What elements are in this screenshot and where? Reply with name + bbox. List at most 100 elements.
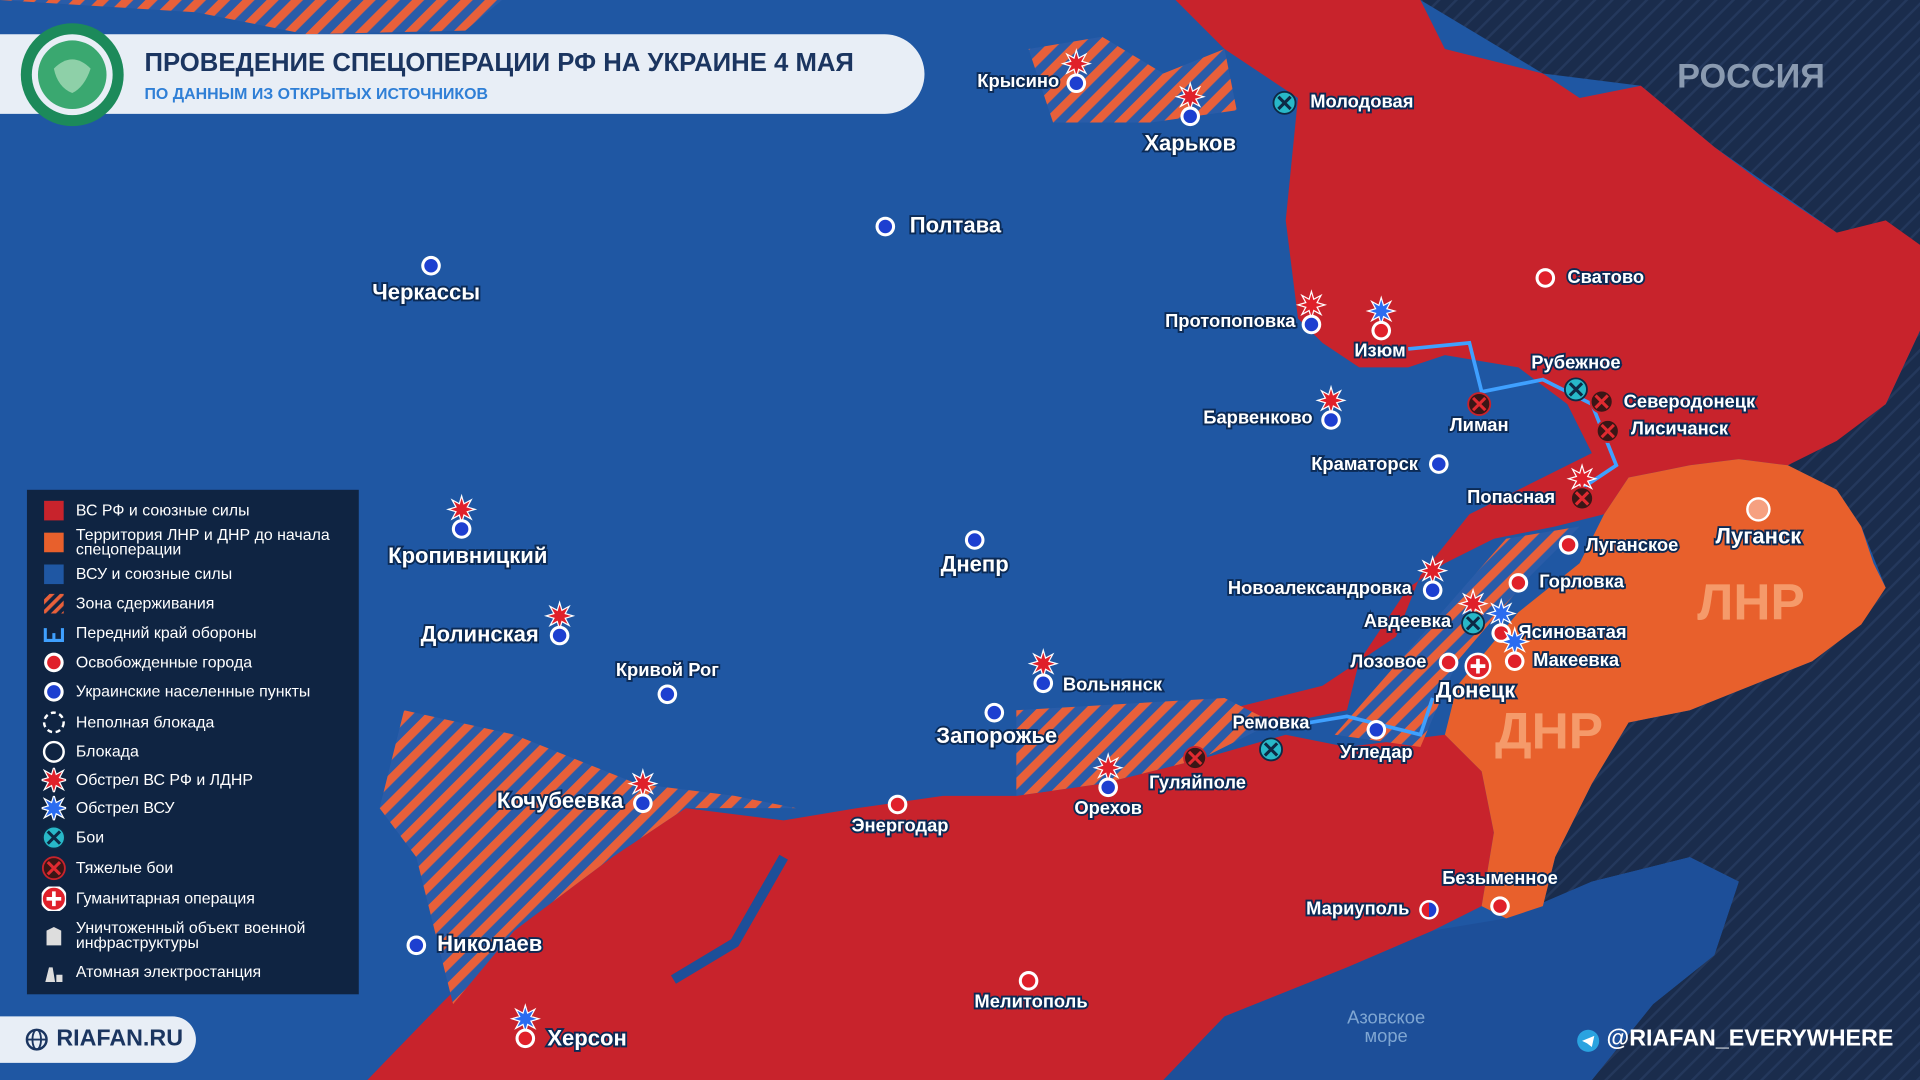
legend-item: ВС РФ и союзные силы — [42, 498, 354, 522]
city: Кропивницкий — [386, 493, 549, 570]
city-label: Черкассы — [372, 280, 480, 305]
city: Новоалександровка — [1226, 554, 1449, 601]
city: Попасная — [1465, 463, 1598, 511]
city: Безыменное — [1440, 865, 1560, 916]
city: Кривой Рог — [614, 657, 721, 705]
legend-icon — [44, 682, 64, 702]
city-label: Николаев — [437, 931, 542, 956]
city: Орехов — [1072, 752, 1144, 820]
region-label: ДНР — [1495, 701, 1603, 759]
city: Краматорск — [1309, 451, 1449, 476]
city-dot — [1494, 626, 1508, 640]
city-label: Кочубеевка — [497, 788, 624, 813]
legend-label: Блокада — [75, 742, 139, 761]
city: Рубежное — [1529, 350, 1622, 402]
city-dot — [518, 1031, 533, 1046]
city-dot — [1036, 676, 1051, 691]
city-label: Энергодар — [851, 814, 948, 835]
city: Изюм — [1353, 295, 1408, 362]
logo — [20, 23, 124, 127]
legend-label: Неполная блокада — [75, 712, 215, 732]
legend-swatch — [44, 593, 64, 614]
telegram-link[interactable]: @RIAFAN_EVERYWHERE — [1606, 1026, 1894, 1052]
legend-item: Атомная электростанция — [42, 960, 354, 984]
city-dot — [1561, 538, 1576, 552]
cities: Крысино Харьков Молодовая Полтава Черкассы Св… — [370, 48, 1804, 1052]
city-dot — [1101, 780, 1115, 795]
legend-item: Гуманитарная операция — [41, 886, 354, 912]
legend-icon — [41, 825, 66, 850]
hatch-zone — [0, 0, 503, 35]
city-label: Северодонецк — [1624, 391, 1756, 412]
city-label: Горловка — [1539, 571, 1625, 592]
legend-item: Территория ЛНР и ДНР до начала спецопера… — [42, 527, 354, 557]
city-label: Сватово — [1567, 266, 1644, 287]
region-label: РОССИЯ — [1677, 57, 1825, 95]
legend-item: Украинские населенные пункты — [42, 680, 354, 704]
legend-item: Блокада — [42, 740, 354, 764]
city-label: Полтава — [910, 212, 1002, 237]
legend-label: Обстрел ВС РФ и ЛДНР — [75, 770, 254, 789]
city-dot — [409, 938, 424, 953]
city: Молодовая — [1272, 89, 1415, 115]
city: Харьков — [1143, 81, 1238, 157]
city-label: Макеевка — [1533, 649, 1620, 670]
site-link[interactable]: RIAFAN.RU — [0, 1016, 196, 1063]
legend-item: Освобожденные города — [42, 650, 354, 674]
city-label: Угледар — [1340, 741, 1413, 762]
battle-cross — [1471, 396, 1487, 412]
legend-item: Тяжелые бои — [41, 856, 354, 881]
city-label: Гуляйполе — [1149, 772, 1246, 793]
city: Полтава — [875, 211, 1004, 239]
city-dot — [47, 685, 61, 699]
city: Протопоповка — [1163, 289, 1328, 335]
legend-icon — [44, 532, 64, 553]
city: Николаев — [406, 929, 544, 958]
city: Запорожье — [934, 702, 1059, 750]
shelling-star — [1174, 81, 1206, 113]
legend-label: Уничтоженный объект военной инфраструкту… — [75, 918, 306, 952]
battle-cross — [1263, 742, 1279, 757]
city-dot — [890, 797, 905, 812]
city-label: Авдеевка — [1364, 610, 1452, 631]
city: Кочубеевка — [495, 768, 659, 815]
city: Луганское — [1558, 532, 1680, 557]
city: Энергодар — [850, 794, 950, 837]
legend-label: ВСУ и союзные силы — [75, 564, 233, 583]
city-label: Луганское — [1586, 534, 1679, 555]
city-label: Ясиноватая — [1518, 621, 1626, 642]
city-label: Мелитополь — [974, 991, 1087, 1012]
legend-icon — [41, 795, 67, 821]
city: Лисичанск — [1595, 416, 1731, 443]
shelling-star — [1417, 554, 1449, 587]
shelling-star — [41, 767, 67, 793]
city: Авдеевка — [1362, 588, 1489, 636]
city-label: Харьков — [1144, 130, 1236, 155]
legend-front — [43, 628, 64, 642]
city-dot — [1183, 109, 1197, 124]
legend: ВС РФ и союзные силы Территория ЛНР и ДНР… — [26, 489, 359, 995]
title: ПРОВЕДЕНИЕ СПЕЦОПЕРАЦИИ РФ НА УКРАИНЕ 4 … — [144, 48, 854, 78]
city-label: Протопоповка — [1165, 310, 1296, 331]
city: Крысино — [975, 48, 1092, 94]
battle-cross — [1574, 491, 1590, 506]
telegram-icon — [1577, 1029, 1600, 1052]
legend-icon — [44, 593, 64, 614]
legend-label: Украинские населенные пункты — [75, 682, 311, 701]
legend-icon — [41, 886, 67, 912]
legend-icon — [45, 967, 63, 983]
city-half — [1421, 902, 1429, 918]
legend-icon — [46, 926, 62, 946]
city-label: Крысино — [977, 70, 1059, 91]
city-marker — [1746, 497, 1771, 522]
city: Луганск — [1714, 497, 1804, 550]
city-dot — [47, 655, 61, 670]
city: Долинская — [419, 600, 576, 648]
city: Ремовка — [1231, 710, 1312, 762]
legend-swatch — [44, 500, 64, 521]
city-label: Мариуполь — [1306, 898, 1409, 919]
city-dot — [424, 258, 438, 273]
city: Мариуполь — [1304, 896, 1439, 920]
